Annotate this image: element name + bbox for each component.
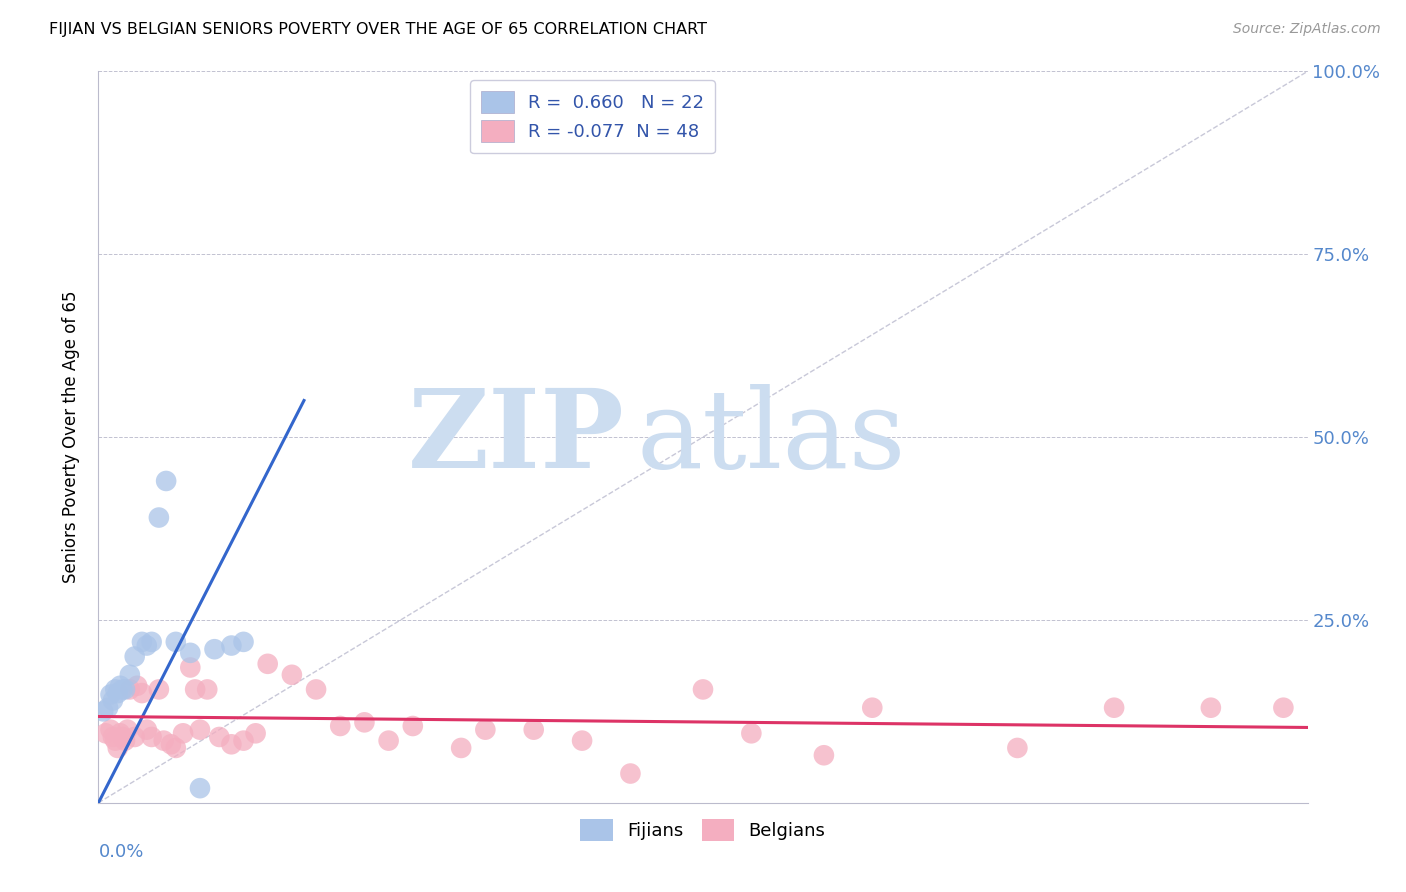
Point [148,510,170,524]
Point [474,723,496,737]
Point [101,693,124,707]
Point [179,660,201,674]
Point [117,723,139,737]
Point [135,723,157,737]
Point [1272,700,1295,714]
Point [450,740,472,755]
Point [188,781,211,796]
Point [135,639,157,653]
Point [118,667,141,681]
Point [97,700,120,714]
Point [141,730,163,744]
Point [1102,700,1125,714]
Text: FIJIAN VS BELGIAN SENIORS POVERTY OVER THE AGE OF 65 CORRELATION CHART: FIJIAN VS BELGIAN SENIORS POVERTY OVER T… [49,22,707,37]
Point [111,682,134,697]
Point [124,730,146,744]
Point [124,649,146,664]
Point [221,639,243,653]
Point [108,726,131,740]
Point [232,635,254,649]
Point [523,723,546,737]
Point [100,688,122,702]
Text: Source: ZipAtlas.com: Source: ZipAtlas.com [1233,22,1381,37]
Point [281,667,304,681]
Point [91,705,114,719]
Point [114,682,136,697]
Legend: Fijians, Belgians: Fijians, Belgians [574,812,832,848]
Point [127,679,149,693]
Point [571,733,593,747]
Point [104,733,127,747]
Point [100,723,122,737]
Point [232,733,254,747]
Point [152,733,174,747]
Point [402,719,425,733]
Point [155,474,177,488]
Point [141,635,163,649]
Point [160,737,183,751]
Point [813,748,835,763]
Point [692,682,714,697]
Point [204,642,226,657]
Point [860,700,883,714]
Point [94,726,117,740]
Point [148,682,170,697]
Point [104,682,127,697]
Text: 0.0%: 0.0% [98,843,143,861]
Point [221,737,243,751]
Point [208,730,231,744]
Point [114,733,136,747]
Point [107,740,129,755]
Text: atlas: atlas [637,384,905,491]
Point [195,682,218,697]
Point [305,682,328,697]
Point [179,646,201,660]
Point [184,682,207,697]
Point [329,719,352,733]
Point [619,766,641,780]
Point [1007,740,1029,755]
Point [245,726,267,740]
Point [107,686,129,700]
Point [131,635,153,649]
Text: ZIP: ZIP [408,384,624,491]
Point [111,730,134,744]
Point [1199,700,1222,714]
Point [108,679,131,693]
Y-axis label: Seniors Poverty Over the Age of 65: Seniors Poverty Over the Age of 65 [62,291,80,583]
Point [165,635,187,649]
Point [131,686,153,700]
Point [188,723,211,737]
Point [165,740,187,755]
Point [353,715,375,730]
Point [118,682,141,697]
Point [740,726,762,740]
Point [172,726,194,740]
Point [101,730,124,744]
Point [256,657,278,671]
Point [377,733,399,747]
